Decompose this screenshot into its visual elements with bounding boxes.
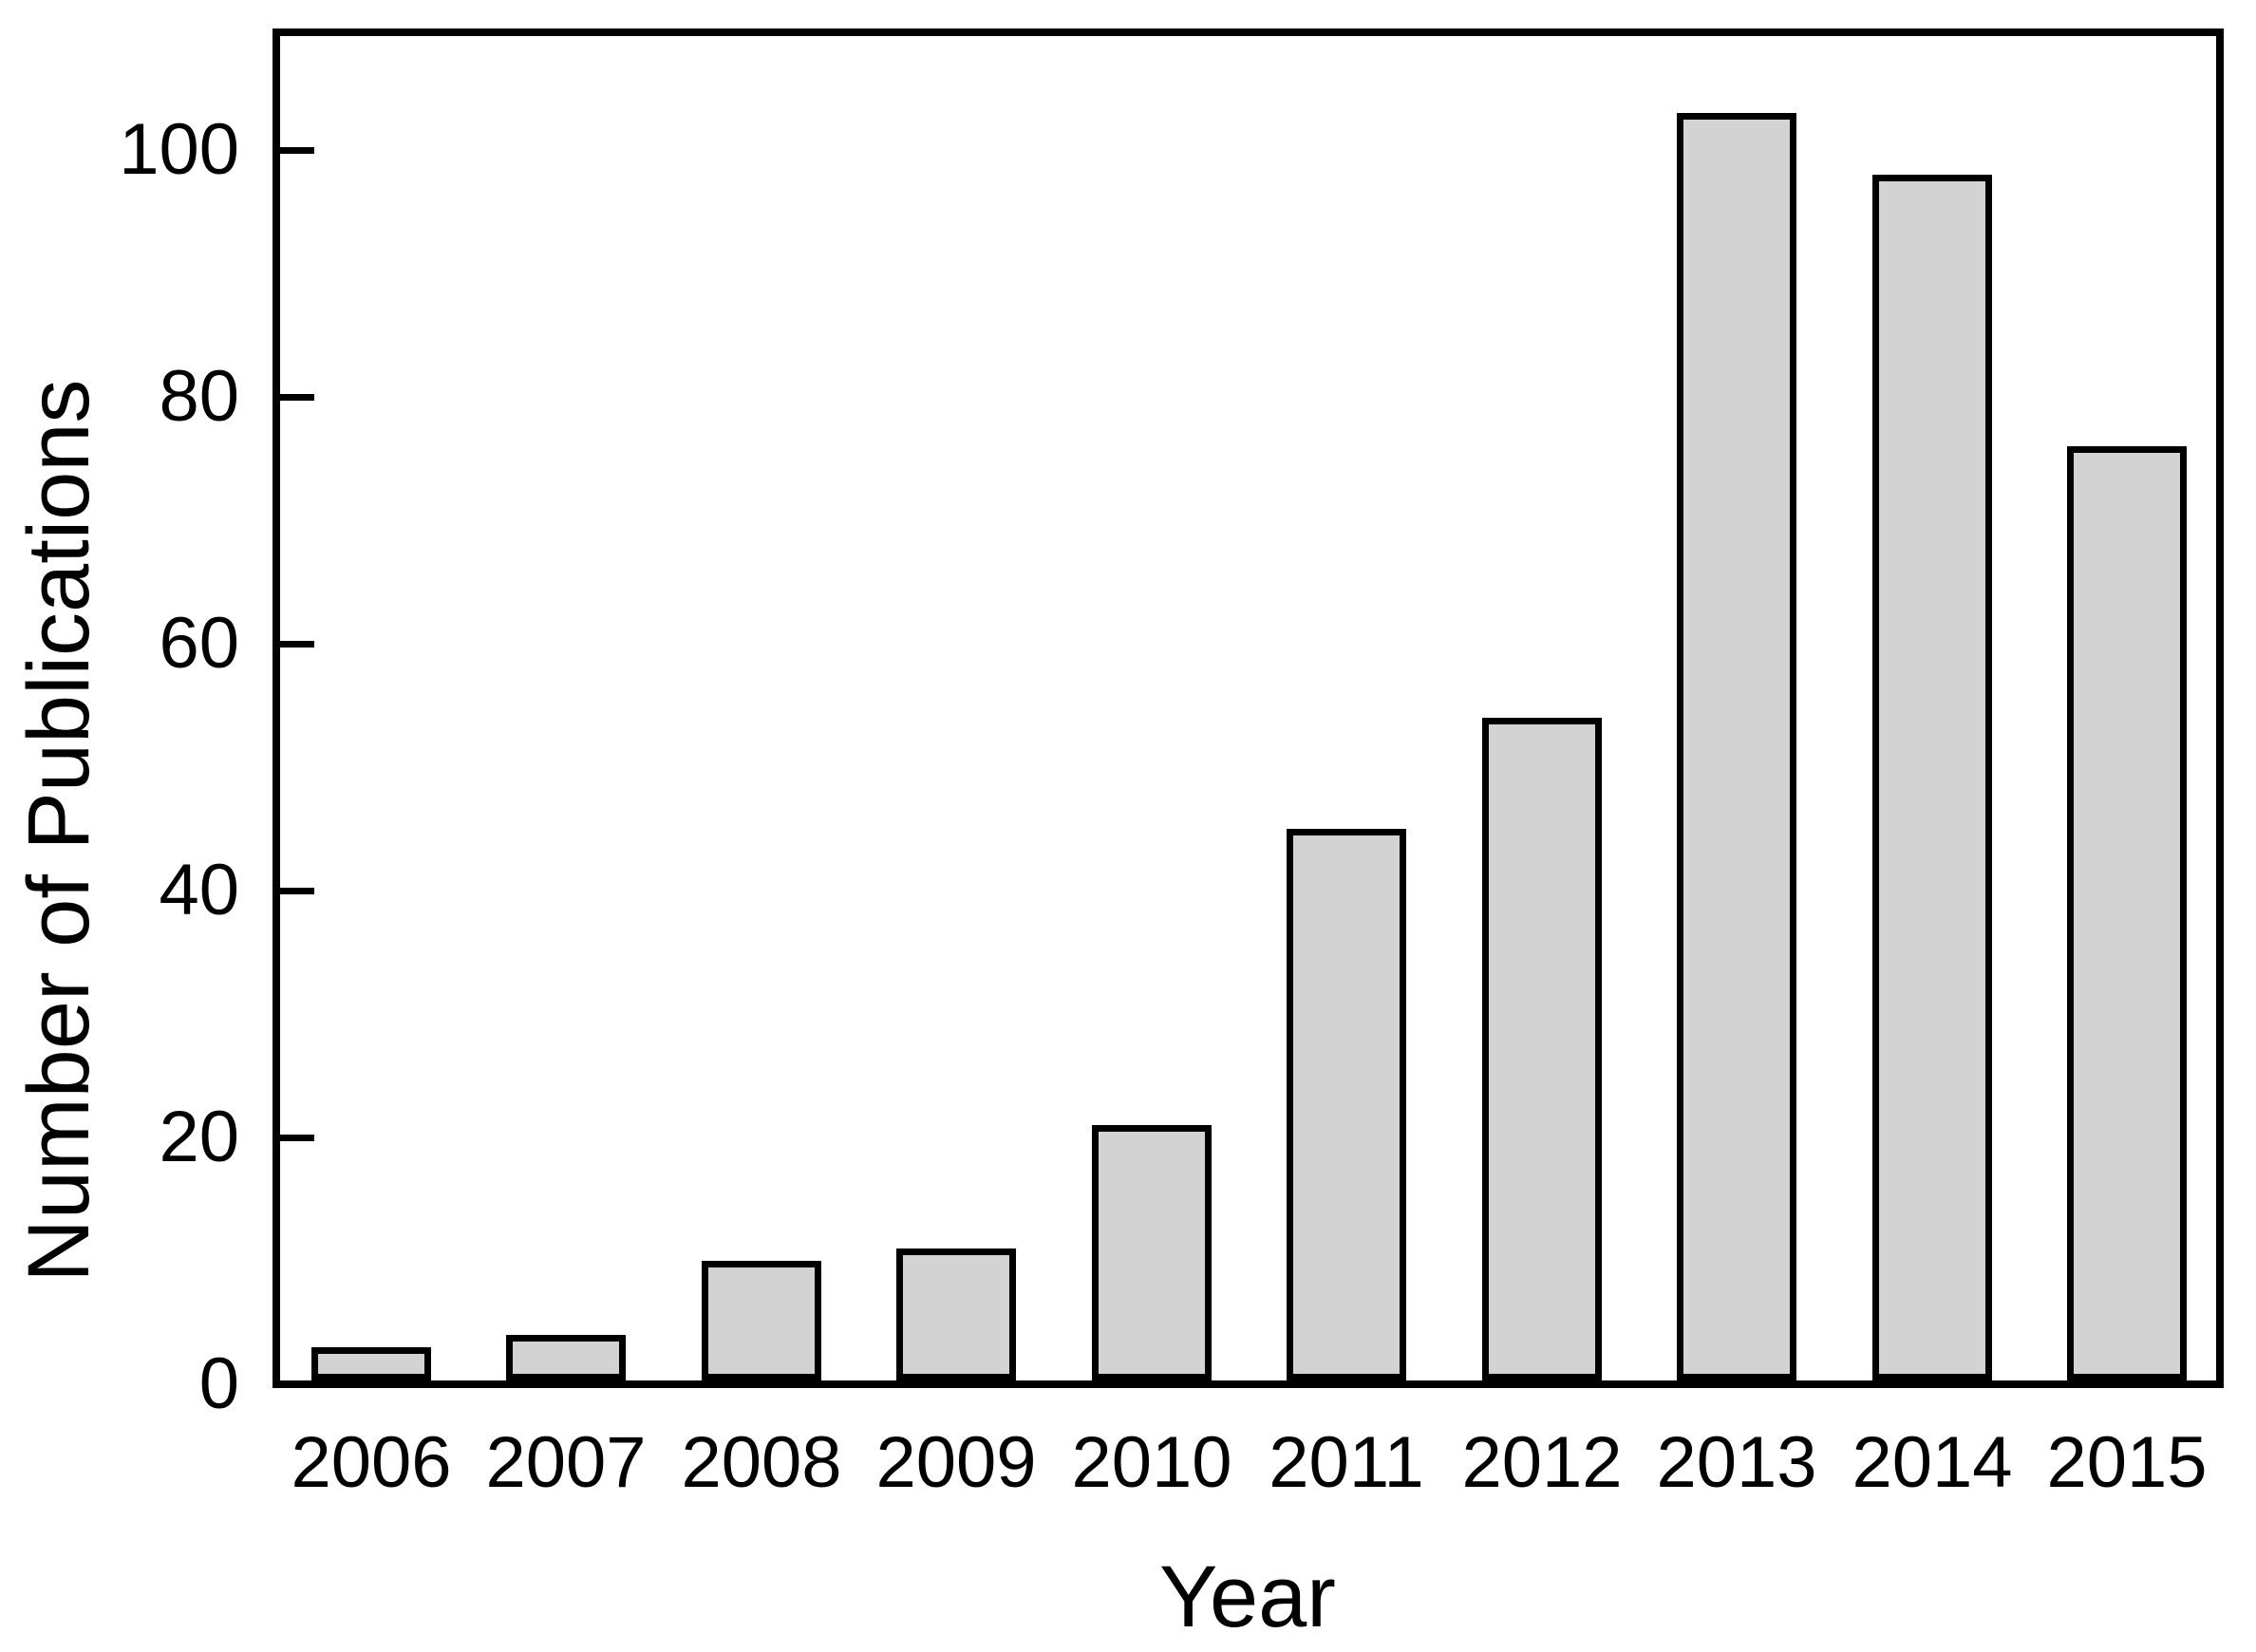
x-tick-label-2010: 2010 <box>1071 1422 1232 1503</box>
x-axis-title: Year <box>1159 1549 1336 1645</box>
y-tick-60 <box>280 641 314 648</box>
bar-2012 <box>1482 718 1602 1380</box>
x-tick-label-2012: 2012 <box>1461 1422 1623 1503</box>
bar-2008 <box>702 1261 821 1380</box>
bar-2007 <box>506 1335 626 1380</box>
y-tick-label-60: 60 <box>159 603 239 684</box>
bar-2011 <box>1287 829 1406 1380</box>
x-tick-label-2008: 2008 <box>681 1422 842 1503</box>
x-tick-label-2007: 2007 <box>485 1422 647 1503</box>
bar-2009 <box>896 1248 1016 1380</box>
x-tick-label-2014: 2014 <box>1852 1422 2013 1503</box>
bar-2010 <box>1092 1125 1212 1380</box>
x-tick-label-2015: 2015 <box>2046 1422 2208 1503</box>
y-tick-label-80: 80 <box>159 356 239 437</box>
y-tick-label-0: 0 <box>198 1343 239 1424</box>
x-tick-label-2013: 2013 <box>1656 1422 1817 1503</box>
y-tick-0 <box>280 1381 314 1388</box>
x-tick-label-2009: 2009 <box>875 1422 1037 1503</box>
bar-2015 <box>2067 446 2187 1380</box>
y-tick-label-20: 20 <box>159 1097 239 1177</box>
x-tick-label-2006: 2006 <box>291 1422 452 1503</box>
y-tick-100 <box>280 147 314 154</box>
x-tick-label-2011: 2011 <box>1269 1422 1424 1503</box>
y-tick-40 <box>280 888 314 894</box>
bar-2013 <box>1677 113 1796 1380</box>
y-tick-20 <box>280 1135 314 1141</box>
bar-2014 <box>1872 175 1992 1380</box>
y-tick-label-40: 40 <box>159 850 239 930</box>
y-tick-label-100: 100 <box>119 109 239 190</box>
bar-2006 <box>311 1347 431 1380</box>
y-tick-80 <box>280 394 314 401</box>
